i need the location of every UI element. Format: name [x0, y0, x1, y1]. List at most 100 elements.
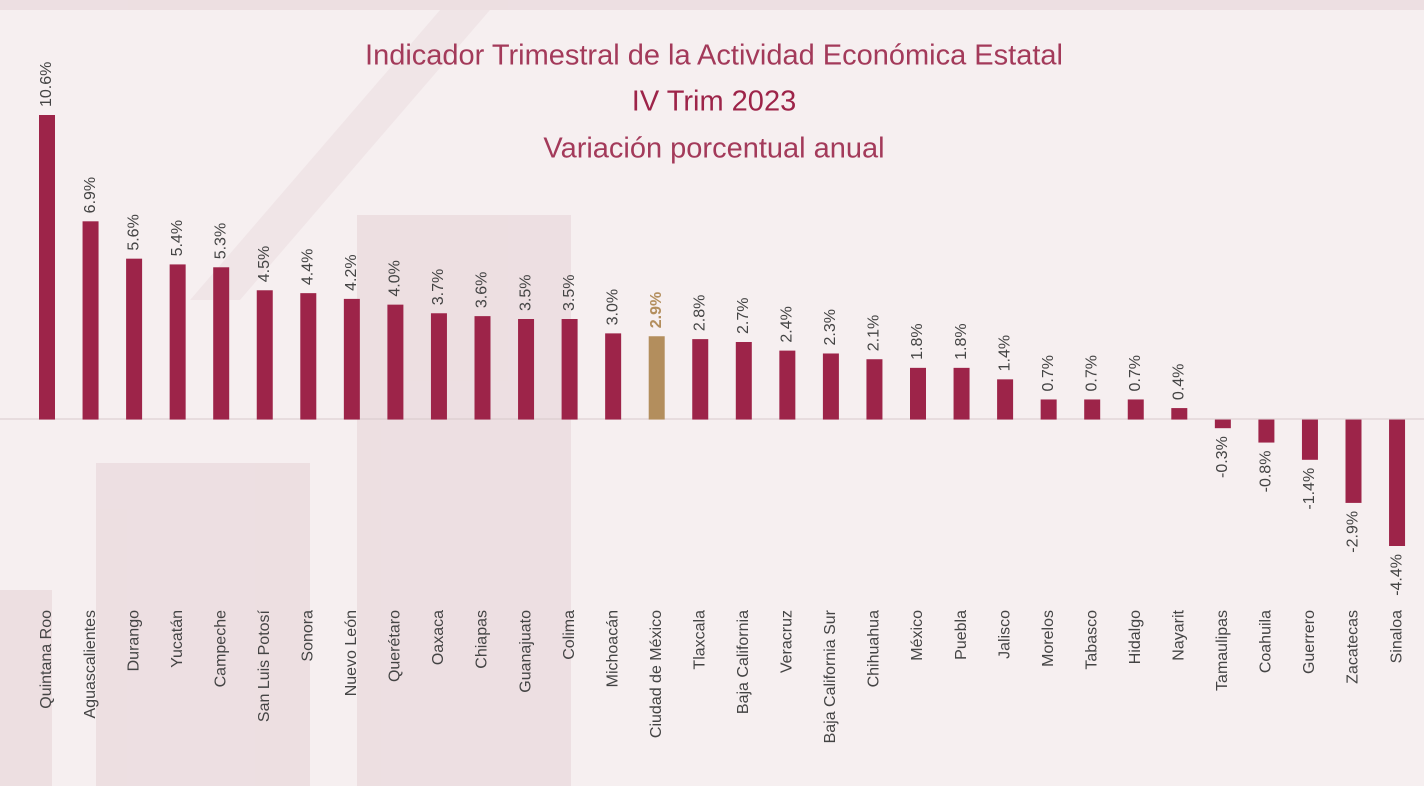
x-tick-label: Ciudad de México — [648, 610, 665, 738]
x-tick-label: Baja California — [735, 610, 752, 714]
bar — [1084, 399, 1100, 419]
bar — [1258, 420, 1274, 443]
bar — [387, 305, 403, 420]
bar — [736, 342, 752, 420]
value-label: 0.7% — [1127, 355, 1144, 391]
value-label: 2.3% — [822, 309, 839, 345]
bar — [344, 299, 360, 420]
bar — [1346, 420, 1362, 503]
x-tick-label: Durango — [125, 610, 142, 671]
x-tick-label: Querétaro — [387, 610, 404, 682]
value-label: 1.8% — [909, 323, 926, 359]
bar — [1041, 399, 1057, 419]
x-tick-label: Nayarit — [1171, 609, 1188, 660]
bar — [866, 359, 882, 419]
x-tick-label: Guerrero — [1301, 610, 1318, 674]
bar — [170, 264, 186, 419]
value-label: 4.0% — [387, 260, 404, 296]
bar — [1302, 420, 1318, 460]
value-label: 2.7% — [735, 298, 752, 334]
x-tick-label: Tlaxcala — [691, 610, 708, 670]
bar — [562, 319, 578, 420]
x-tick-label: Hidalgo — [1127, 610, 1144, 664]
chart: Indicador Trimestral de la Actividad Eco… — [0, 0, 1424, 786]
value-label: 3.5% — [561, 275, 578, 311]
x-tick-label: Yucatán — [169, 610, 186, 668]
value-label: 0.7% — [1083, 355, 1100, 391]
x-tick-label: Aguascalientes — [82, 610, 99, 719]
bar — [83, 221, 99, 419]
bar — [1128, 399, 1144, 419]
value-label: 1.4% — [996, 335, 1013, 371]
value-label: 3.5% — [517, 275, 534, 311]
bar — [431, 313, 447, 419]
x-tick-label: Chiapas — [474, 610, 491, 669]
bar — [910, 368, 926, 420]
value-label: 3.0% — [604, 289, 621, 325]
bar — [954, 368, 970, 420]
bar — [213, 267, 229, 419]
bar — [1215, 420, 1231, 429]
value-label: -0.3% — [1214, 436, 1231, 478]
bar — [300, 293, 316, 419]
value-label: 0.4% — [1171, 364, 1188, 400]
x-tick-label: Nuevo León — [343, 610, 360, 696]
value-label: 3.7% — [430, 269, 447, 305]
chart-subtitle: Variación porcentual anual — [543, 133, 884, 165]
x-tick-label: Colima — [561, 610, 578, 660]
value-label: 2.1% — [866, 315, 883, 351]
x-tick-label: Zacatecas — [1345, 610, 1362, 684]
x-tick-label: Jalisco — [996, 610, 1013, 659]
bar — [257, 290, 273, 419]
value-label: 4.2% — [343, 254, 360, 290]
x-tick-label: Guanajuato — [517, 610, 534, 693]
value-label: 4.4% — [300, 249, 317, 285]
x-tick-label: México — [909, 610, 926, 661]
x-tick-label: Tabasco — [1083, 610, 1100, 670]
x-tick-label: Sinaloa — [1388, 610, 1405, 663]
bar — [692, 339, 708, 419]
x-tick-label: Coahuila — [1258, 610, 1275, 673]
value-label: 5.3% — [212, 223, 229, 259]
bar — [1389, 420, 1405, 546]
bar — [518, 319, 534, 420]
value-label: 5.4% — [169, 220, 186, 256]
value-label: 0.7% — [1040, 355, 1057, 391]
value-label: -4.4% — [1388, 554, 1405, 596]
value-label: 6.9% — [82, 177, 99, 213]
x-tick-label: Campeche — [212, 610, 229, 687]
bar — [1171, 408, 1187, 419]
chart-subtitle: IV Trim 2023 — [632, 86, 796, 118]
x-tick-label: Morelos — [1040, 610, 1057, 667]
value-label: 3.6% — [474, 272, 491, 308]
x-tick-label: Puebla — [953, 610, 970, 660]
bar — [649, 336, 665, 419]
value-label: -1.4% — [1301, 468, 1318, 510]
x-tick-label: Oaxaca — [430, 610, 447, 665]
value-label: 10.6% — [38, 62, 55, 107]
chart-title: Indicador Trimestral de la Actividad Eco… — [365, 40, 1063, 72]
value-label: 5.6% — [125, 214, 142, 250]
value-label: -2.9% — [1345, 511, 1362, 553]
x-tick-label: Tamaulipas — [1214, 610, 1231, 691]
x-tick-label: Veracruz — [779, 610, 796, 673]
bar — [126, 259, 142, 420]
value-label: 1.8% — [953, 323, 970, 359]
x-tick-label: Chihuahua — [866, 610, 883, 688]
x-tick-label: Sonora — [300, 610, 317, 662]
bar — [823, 353, 839, 419]
bar — [39, 115, 55, 420]
value-label: 2.4% — [779, 306, 796, 342]
value-label: 4.5% — [256, 246, 273, 282]
x-tick-label: Baja California Sur — [822, 609, 839, 743]
bar — [779, 351, 795, 420]
bar — [475, 316, 491, 419]
value-label: 2.9% — [648, 292, 665, 328]
bar — [605, 333, 621, 419]
value-label: 2.8% — [691, 295, 708, 331]
x-tick-label: Quintana Roo — [38, 610, 55, 709]
value-label: -0.8% — [1258, 451, 1275, 493]
bar — [997, 379, 1013, 419]
x-tick-label: Michoacán — [604, 610, 621, 687]
x-tick-label: San Luis Potosí — [256, 609, 273, 722]
